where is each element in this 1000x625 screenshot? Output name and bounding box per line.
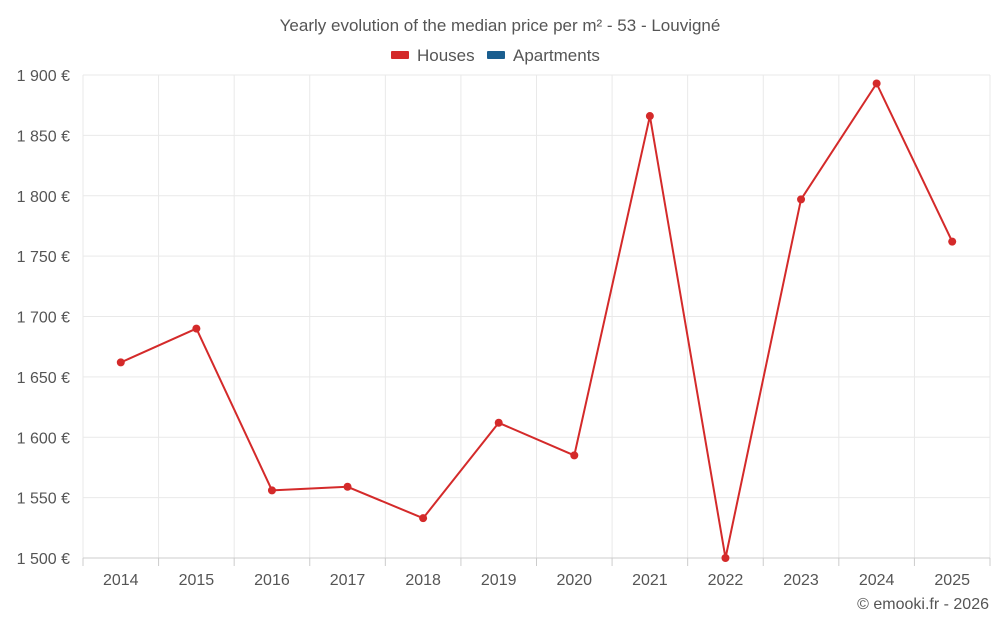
x-tick-label: 2022 xyxy=(708,572,744,589)
data-point[interactable] xyxy=(343,482,352,491)
x-tick-label: 2024 xyxy=(859,572,895,589)
legend-label: Apartments xyxy=(513,46,600,65)
legend: Houses Apartments xyxy=(391,46,600,65)
x-tick-label: 2021 xyxy=(632,572,668,589)
data-point[interactable] xyxy=(494,418,503,427)
y-tick-label: 1 600 € xyxy=(17,430,70,447)
x-tick-label: 2018 xyxy=(405,572,441,589)
data-point[interactable] xyxy=(116,358,125,367)
credit-text: © emooki.fr - 2026 xyxy=(857,596,989,613)
y-axis-tick-labels: 1 500 € 1 550 € 1 600 € 1 650 € 1 700 € 1 750… xyxy=(17,68,70,568)
chart-title: Yearly evolution of the median price per… xyxy=(280,16,721,35)
legend-item[interactable]: Houses xyxy=(391,46,475,65)
x-axis-tick-labels: 2014 2015 2016 2017 2018 2019 2020 2021 2022 2023… xyxy=(103,572,970,589)
x-tick-label: 2025 xyxy=(934,572,970,589)
y-tick-label: 1 700 € xyxy=(17,310,70,327)
y-tick-label: 1 500 € xyxy=(17,551,70,568)
data-point[interactable] xyxy=(948,237,957,246)
y-tick-label: 1 750 € xyxy=(17,249,70,266)
y-tick-label: 1 550 € xyxy=(17,491,70,508)
series-group xyxy=(116,79,957,562)
x-tick-label: 2020 xyxy=(556,572,592,589)
data-point[interactable] xyxy=(645,112,654,121)
data-point[interactable] xyxy=(192,324,201,333)
data-point[interactable] xyxy=(419,514,428,523)
x-axis xyxy=(82,557,991,566)
data-point[interactable] xyxy=(872,79,881,88)
x-tick-label: 2014 xyxy=(103,572,139,589)
data-point[interactable] xyxy=(267,486,276,495)
x-tick-label: 2016 xyxy=(254,572,290,589)
x-tick-label: 2019 xyxy=(481,572,517,589)
data-point[interactable] xyxy=(721,554,730,562)
x-tick-label: 2015 xyxy=(179,572,215,589)
data-point[interactable] xyxy=(570,451,579,460)
series-line xyxy=(120,82,954,559)
data-point[interactable] xyxy=(797,195,806,204)
legend-item[interactable]: Apartments xyxy=(487,46,600,65)
x-tick-label: 2017 xyxy=(330,572,366,589)
legend-swatch xyxy=(391,51,409,59)
y-tick-label: 1 800 € xyxy=(17,189,70,206)
legend-label: Houses xyxy=(417,46,475,65)
x-tick-label: 2023 xyxy=(783,572,819,589)
legend-swatch xyxy=(487,51,505,59)
y-tick-label: 1 850 € xyxy=(17,128,70,145)
y-tick-label: 1 900 € xyxy=(17,68,70,85)
x-gridlines xyxy=(82,75,991,558)
y-tick-label: 1 650 € xyxy=(17,370,70,387)
